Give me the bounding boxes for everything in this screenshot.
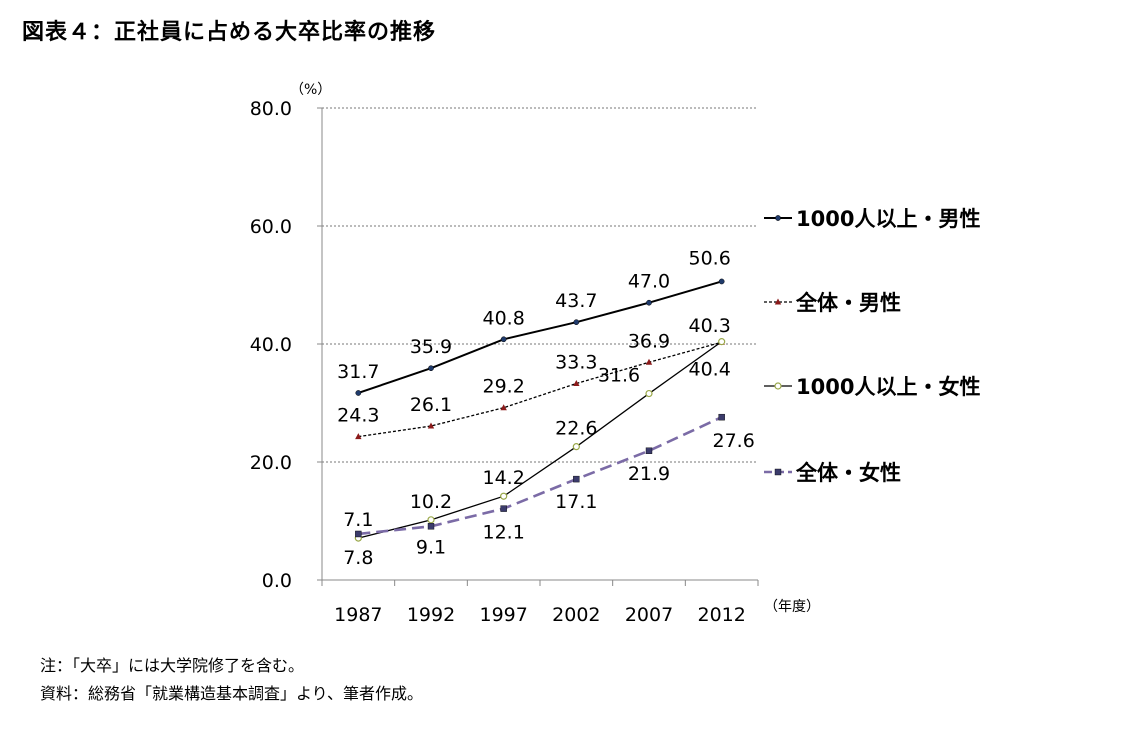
data-point — [645, 389, 653, 398]
y-tick-label: 20.0 — [250, 452, 292, 474]
y-tick-label: 0.0 — [262, 570, 292, 592]
data-point — [355, 390, 362, 396]
y-axis-unit-label: （%） — [290, 82, 331, 98]
data-point — [428, 365, 434, 372]
data-point — [500, 404, 507, 411]
data-point — [774, 468, 782, 476]
data-label: 31.7 — [337, 361, 379, 383]
data-label: 12.1 — [483, 522, 525, 544]
data-label: 29.2 — [483, 376, 525, 398]
data-point — [718, 338, 726, 346]
data-point — [718, 278, 725, 285]
x-axis-unit-label: （年度） — [764, 599, 820, 615]
data-label: 7.8 — [343, 547, 373, 569]
data-label: 9.1 — [416, 536, 446, 558]
x-tick-label: 2002 — [552, 604, 600, 626]
data-label: 31.6 — [598, 365, 640, 387]
source-text: 資料：総務省「就業構造基本調査」より、筆者作成。 — [40, 684, 424, 703]
data-label: 40.8 — [483, 307, 525, 329]
data-point — [427, 523, 435, 530]
data-point — [500, 505, 507, 512]
data-labels: 31.7 35.9 40.8 43.7 47.0 50.6 24.3 26.1 29.2 33.3… — [337, 247, 755, 569]
y-tick-label: 40.0 — [250, 334, 292, 356]
data-label: 10.2 — [410, 491, 452, 513]
x-tick-label: 2007 — [625, 604, 673, 626]
data-point — [500, 336, 507, 343]
data-point — [646, 299, 652, 306]
x-tick-label: 1987 — [334, 604, 382, 626]
data-point — [572, 443, 580, 451]
data-label: 22.6 — [555, 418, 597, 440]
data-label: 24.3 — [337, 405, 379, 427]
data-label: 14.2 — [483, 467, 525, 489]
data-label: 26.1 — [410, 394, 452, 416]
data-point — [355, 433, 362, 440]
series-line — [358, 341, 722, 438]
legend-label: 全体・女性 — [795, 461, 901, 485]
data-label: 40.3 — [689, 315, 731, 337]
axes: 0.0 20.0 40.0 60.0 80.0（%） 1987 1992 1997 2002 20… — [250, 82, 820, 626]
data-point — [645, 358, 653, 365]
data-label: 36.9 — [628, 330, 670, 352]
data-point — [573, 380, 580, 387]
legend-label: 1000人以上・男性 — [796, 207, 980, 231]
y-tick-label: 60.0 — [250, 216, 292, 238]
data-label: 43.7 — [555, 290, 597, 312]
data-label: 17.1 — [555, 491, 597, 513]
grid — [322, 107, 758, 463]
data-point — [427, 422, 435, 429]
data-point — [573, 475, 580, 483]
data-label: 47.0 — [628, 271, 670, 293]
series-line — [358, 280, 722, 394]
notes: 注：「大卒」には大学院修了を含む。 資料：総務省「就業構造基本調査」より、筆者作… — [40, 652, 423, 708]
series-line — [358, 415, 723, 536]
x-tick-label: 1992 — [407, 604, 455, 626]
chart-title: 図表４：正社員に占める大卒比率の推移 — [22, 20, 437, 45]
data-label: 33.3 — [555, 352, 597, 374]
x-tick-label: 1997 — [479, 604, 527, 626]
legend-item: 全体・男性 — [764, 291, 901, 315]
data-point — [573, 319, 580, 326]
legend-item: 1000人以上・男性 — [764, 207, 980, 231]
data-point — [427, 516, 435, 524]
series-group — [354, 278, 726, 542]
data-label: 50.6 — [689, 247, 731, 269]
data-point — [718, 413, 725, 421]
data-label: 21.9 — [628, 463, 670, 485]
data-point — [775, 215, 781, 221]
note-text: 注：「大卒」には大学院修了を含む。 — [40, 656, 305, 675]
data-label: 27.6 — [713, 430, 755, 452]
data-point — [355, 530, 362, 538]
data-point — [500, 492, 508, 500]
series-line — [358, 341, 723, 539]
y-tick-label: 80.0 — [250, 98, 292, 120]
data-point — [774, 298, 782, 305]
legend-label: 全体・男性 — [795, 291, 901, 315]
legend-item: 1000人以上・女性 — [764, 375, 980, 399]
legend-item: 全体・女性 — [764, 461, 901, 485]
data-label: 40.4 — [689, 359, 731, 381]
data-label: 35.9 — [410, 336, 452, 358]
x-tick-label: 2012 — [697, 604, 745, 626]
legend-label: 1000人以上・女性 — [796, 375, 980, 399]
data-label: 7.1 — [343, 509, 373, 531]
data-point — [645, 447, 653, 454]
data-point — [774, 382, 782, 390]
